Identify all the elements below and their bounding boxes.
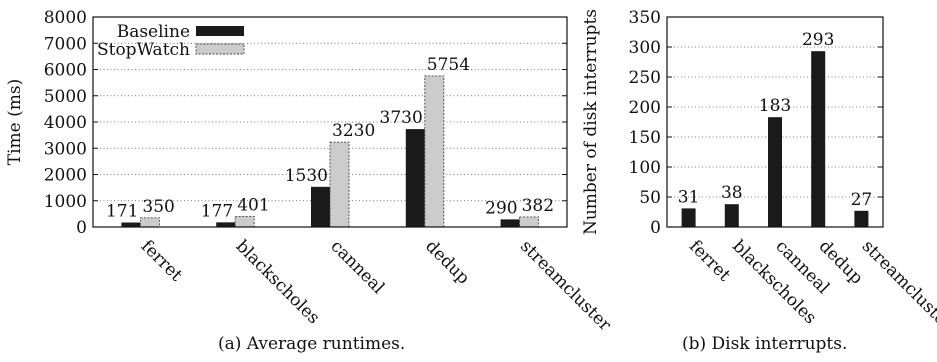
bar bbox=[234, 216, 255, 228]
bar bbox=[405, 129, 425, 227]
bar bbox=[724, 204, 739, 227]
x-tick-label: ferret bbox=[137, 236, 186, 285]
data-label: 177 bbox=[201, 201, 233, 221]
x-tick-label: streamcluster bbox=[516, 236, 615, 335]
data-label: 27 bbox=[851, 190, 873, 210]
y-tick-label: 3000 bbox=[44, 139, 87, 159]
data-label: 3230 bbox=[332, 121, 375, 141]
y-axis-label: Time (ms) bbox=[5, 79, 25, 165]
legend-label: StopWatch bbox=[97, 40, 190, 60]
data-label: 171 bbox=[106, 202, 138, 222]
y-tick-label: 8000 bbox=[44, 8, 87, 28]
data-label: 293 bbox=[802, 30, 834, 50]
bar bbox=[519, 216, 540, 228]
bar bbox=[768, 117, 782, 227]
y-tick-label: 1000 bbox=[44, 192, 87, 212]
data-label: 5754 bbox=[427, 55, 470, 75]
y-tick-label: 7000 bbox=[44, 34, 87, 54]
y-tick-label: 4000 bbox=[44, 113, 87, 133]
legend-label: Baseline bbox=[117, 22, 190, 42]
x-tick-label: dedup bbox=[421, 236, 473, 288]
legend-swatch bbox=[195, 43, 245, 55]
bar bbox=[311, 186, 330, 227]
bar bbox=[854, 210, 869, 227]
data-label: 382 bbox=[522, 196, 554, 216]
bar bbox=[681, 208, 696, 227]
y-tick-label: 100 bbox=[629, 158, 661, 178]
bar bbox=[121, 222, 141, 227]
y-axis-label: Number of disk interrupts bbox=[581, 9, 601, 235]
bar bbox=[216, 222, 236, 227]
bar bbox=[500, 219, 520, 227]
y-tick-label: 350 bbox=[629, 8, 661, 28]
bar bbox=[139, 217, 160, 228]
x-tick-label: blackscholes bbox=[232, 236, 324, 328]
data-label: 183 bbox=[759, 96, 791, 116]
bar bbox=[329, 141, 350, 228]
y-tick-label: 5000 bbox=[44, 87, 87, 107]
y-tick-label: 6000 bbox=[44, 61, 87, 81]
data-label: 350 bbox=[142, 197, 174, 217]
y-tick-label: 2000 bbox=[44, 166, 87, 186]
bar bbox=[811, 51, 826, 228]
y-tick-label: 0 bbox=[650, 218, 661, 238]
y-tick-label: 0 bbox=[76, 218, 87, 238]
data-label: 290 bbox=[485, 198, 517, 218]
caption-runtimes: (a) Average runtimes. bbox=[218, 334, 406, 354]
data-label: 401 bbox=[237, 195, 269, 215]
plot-frame bbox=[666, 16, 884, 228]
x-tick-label: streamcluster bbox=[858, 236, 937, 335]
plot-frame bbox=[92, 16, 568, 228]
caption-disk-interrupts: (b) Disk interrupts. bbox=[682, 334, 848, 354]
x-tick-label: canneal bbox=[326, 236, 388, 298]
legend-swatch bbox=[196, 26, 244, 36]
data-label: 31 bbox=[678, 187, 700, 207]
y-tick-label: 300 bbox=[629, 38, 661, 58]
data-label: 3730 bbox=[380, 108, 423, 128]
y-tick-label: 200 bbox=[629, 98, 661, 118]
y-tick-label: 50 bbox=[639, 188, 661, 208]
data-label: 1530 bbox=[285, 166, 328, 186]
x-tick-label: ferret bbox=[685, 236, 734, 285]
runtime-chart: 0 1000 2000 3000 4000 5000 6000 7000 8000 171 177 1… bbox=[5, 8, 615, 336]
y-tick-label: 150 bbox=[629, 128, 661, 148]
data-label: 38 bbox=[721, 183, 743, 203]
y-tick-label: 250 bbox=[629, 68, 661, 88]
bar bbox=[424, 75, 445, 228]
